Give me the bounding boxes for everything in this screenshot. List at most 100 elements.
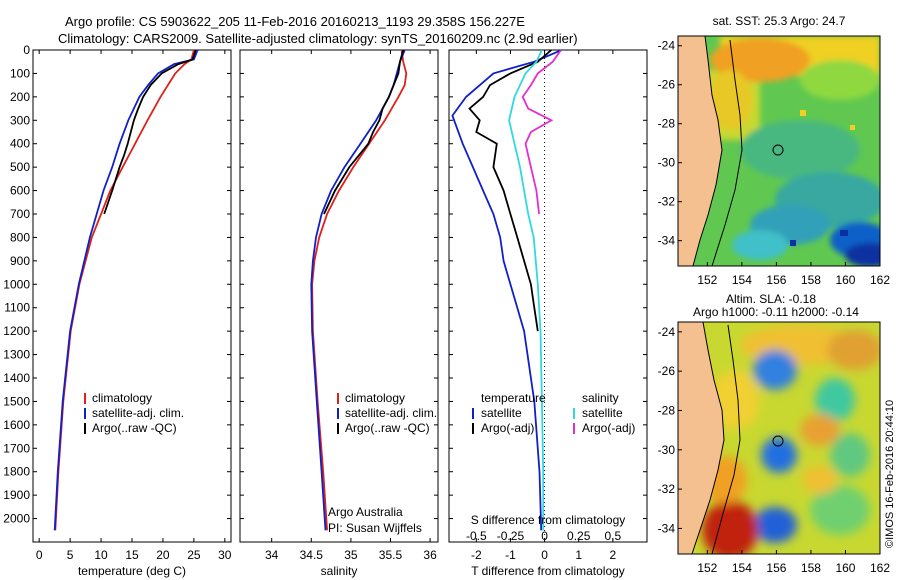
temperature-legend: climatology satellite-adj. clim. Argo(..… [84, 391, 184, 435]
temperature-chart: 0 5 10 15 20 25 300100200300400500600700800900… [3, 43, 232, 562]
y-tick-label: 0 [23, 43, 30, 57]
diff-legend-sal-title: salinity [582, 391, 619, 405]
s-tick-label: 0.25 [567, 529, 591, 543]
x-tick-label: 35 [344, 548, 358, 562]
x-tick-label: 2 [610, 548, 617, 562]
temperature-legend-clim: climatology [92, 391, 152, 405]
salinity-chart: 34 34.5 35 35.5 36 [240, 49, 438, 562]
map-bottom-title1: Altim. SLA: -0.18 [726, 292, 816, 306]
temperature-axes [32, 49, 232, 543]
y-tick-label: 1600 [3, 418, 30, 432]
s-tick-label: -0.5 [466, 529, 487, 543]
difference-xlabel: T difference from climatology [471, 564, 625, 578]
header-line1: Argo profile: CS 5903622_205 11-Feb-2016… [65, 14, 525, 29]
x-tick-label: 0 [36, 548, 43, 562]
y-tick-label: 1700 [3, 441, 30, 455]
y-tick-label: 200 [10, 90, 30, 104]
y-tick-label: 1000 [3, 277, 30, 291]
y-tick-label: 1800 [3, 465, 30, 479]
map-x-tick-label: 156 [766, 273, 786, 287]
map-y-tick-label: -28 [658, 403, 676, 417]
map-x-tick-label: 160 [835, 273, 855, 287]
map-x-tick-label: 158 [801, 273, 821, 287]
difference-legend: temperature satellite Argo(-adj) salinit… [472, 391, 635, 435]
y-tick-label: 500 [10, 160, 30, 174]
map-y-tick-label: -26 [658, 364, 676, 378]
series-line-salinity-satellite [508, 50, 545, 531]
salinity-legend-sat: satellite-adj. clim. [345, 406, 437, 420]
x-tick-label: 30 [218, 548, 232, 562]
map-y-tick-label: -32 [658, 195, 676, 209]
y-tick-label: 1900 [3, 488, 30, 502]
s-tick-label: -0.25 [497, 529, 525, 543]
y-tick-label: 700 [10, 207, 30, 221]
map-y-tick-label: -30 [658, 156, 676, 170]
map-y-tick-label: -34 [658, 234, 676, 248]
series-line-satellite-adj-clim- [53, 50, 199, 531]
map-y-tick-label: -28 [658, 117, 676, 131]
x-tick-label: 1 [575, 548, 582, 562]
x-tick-label: 10 [94, 548, 108, 562]
map-ticks: -24 -26 -28 -30 -32 -34 152 154 156 158 160 162 -24 -… [658, 39, 891, 575]
x-tick-label: 15 [125, 548, 139, 562]
x-tick-label: 35.5 [379, 548, 403, 562]
x-tick-label: 34.5 [300, 548, 324, 562]
x-tick-label: 0 [541, 548, 548, 562]
map-x-tick-label: 160 [835, 561, 855, 575]
temperature-legend-argo: Argo(..raw -QC) [92, 421, 177, 435]
map-top-title: sat. SST: 25.3 Argo: 24.7 [713, 14, 846, 28]
difference-axes [448, 49, 648, 543]
header-line2: Climatology: CARS2009. Satellite-adjuste… [58, 31, 578, 46]
sla-map [678, 322, 880, 554]
y-tick-label: 800 [10, 230, 30, 244]
y-tick-label: 400 [10, 137, 30, 151]
x-tick-label: 36 [423, 548, 437, 562]
x-tick-label: -2 [471, 548, 482, 562]
s-tick-label: 0.5 [605, 529, 622, 543]
map-y-tick-label: -32 [658, 482, 676, 496]
diff-legend-sal-argo: Argo(-adj) [582, 421, 635, 435]
diff-legend-temp-title: temperature [481, 391, 546, 405]
x-tick-label: 34 [265, 548, 279, 562]
s-tick-label: 0 [541, 529, 548, 543]
series-line-temperature-argo-adj- [468, 50, 552, 332]
y-tick-label: 2000 [3, 512, 30, 526]
map-y-tick-label: -24 [658, 325, 676, 339]
map-y-tick-label: -30 [658, 443, 676, 457]
credit-line2: PI: Susan Wijffels [328, 521, 422, 535]
series-line-argo-raw-qc- [323, 50, 405, 215]
x-tick-label: 5 [67, 548, 74, 562]
diff-legend-sal-sat: satellite [582, 406, 623, 420]
map-x-tick-label: 158 [801, 561, 821, 575]
salinity-legend: climatology satellite-adj. clim. Argo(..… [337, 391, 437, 435]
y-tick-label: 600 [10, 184, 30, 198]
credit-line1: Argo Australia [328, 505, 403, 519]
map-x-tick-label: 152 [697, 561, 717, 575]
series-group [53, 50, 199, 531]
map-y-tick-label: -26 [658, 78, 676, 92]
difference-chart: -2 -1 0 1 2 -0.5 -0.25 0 0.25 0.5 [449, 49, 647, 562]
map-x-tick-label: 156 [766, 561, 786, 575]
sst-map [678, 36, 880, 266]
y-tick-label: 900 [10, 254, 30, 268]
salinity-legend-clim: climatology [345, 391, 405, 405]
series-group [451, 50, 563, 531]
salinity-legend-argo: Argo(..raw -QC) [345, 421, 430, 435]
y-tick-label: 1300 [3, 348, 30, 362]
map-x-tick-label: 154 [732, 273, 752, 287]
salinity-axes [239, 49, 439, 543]
y-tick-label: 100 [10, 66, 30, 80]
footer-stamp: ©IMOS 16-Feb-2016 20:44:10 [884, 400, 896, 548]
map-y-tick-label: -24 [658, 39, 676, 53]
difference-xlabel2: S difference from climatology [471, 513, 626, 527]
y-tick-label: 1500 [3, 394, 30, 408]
map-x-tick-label: 162 [870, 561, 890, 575]
diff-legend-temp-argo: Argo(-adj) [481, 421, 534, 435]
salinity-xlabel: salinity [321, 564, 358, 578]
map-x-tick-label: 162 [870, 273, 890, 287]
series-line-argo-raw-qc- [103, 50, 197, 215]
y-tick-label: 1200 [3, 324, 30, 338]
y-tick-label: 300 [10, 113, 30, 127]
diff-legend-temp-sat: satellite [481, 406, 522, 420]
